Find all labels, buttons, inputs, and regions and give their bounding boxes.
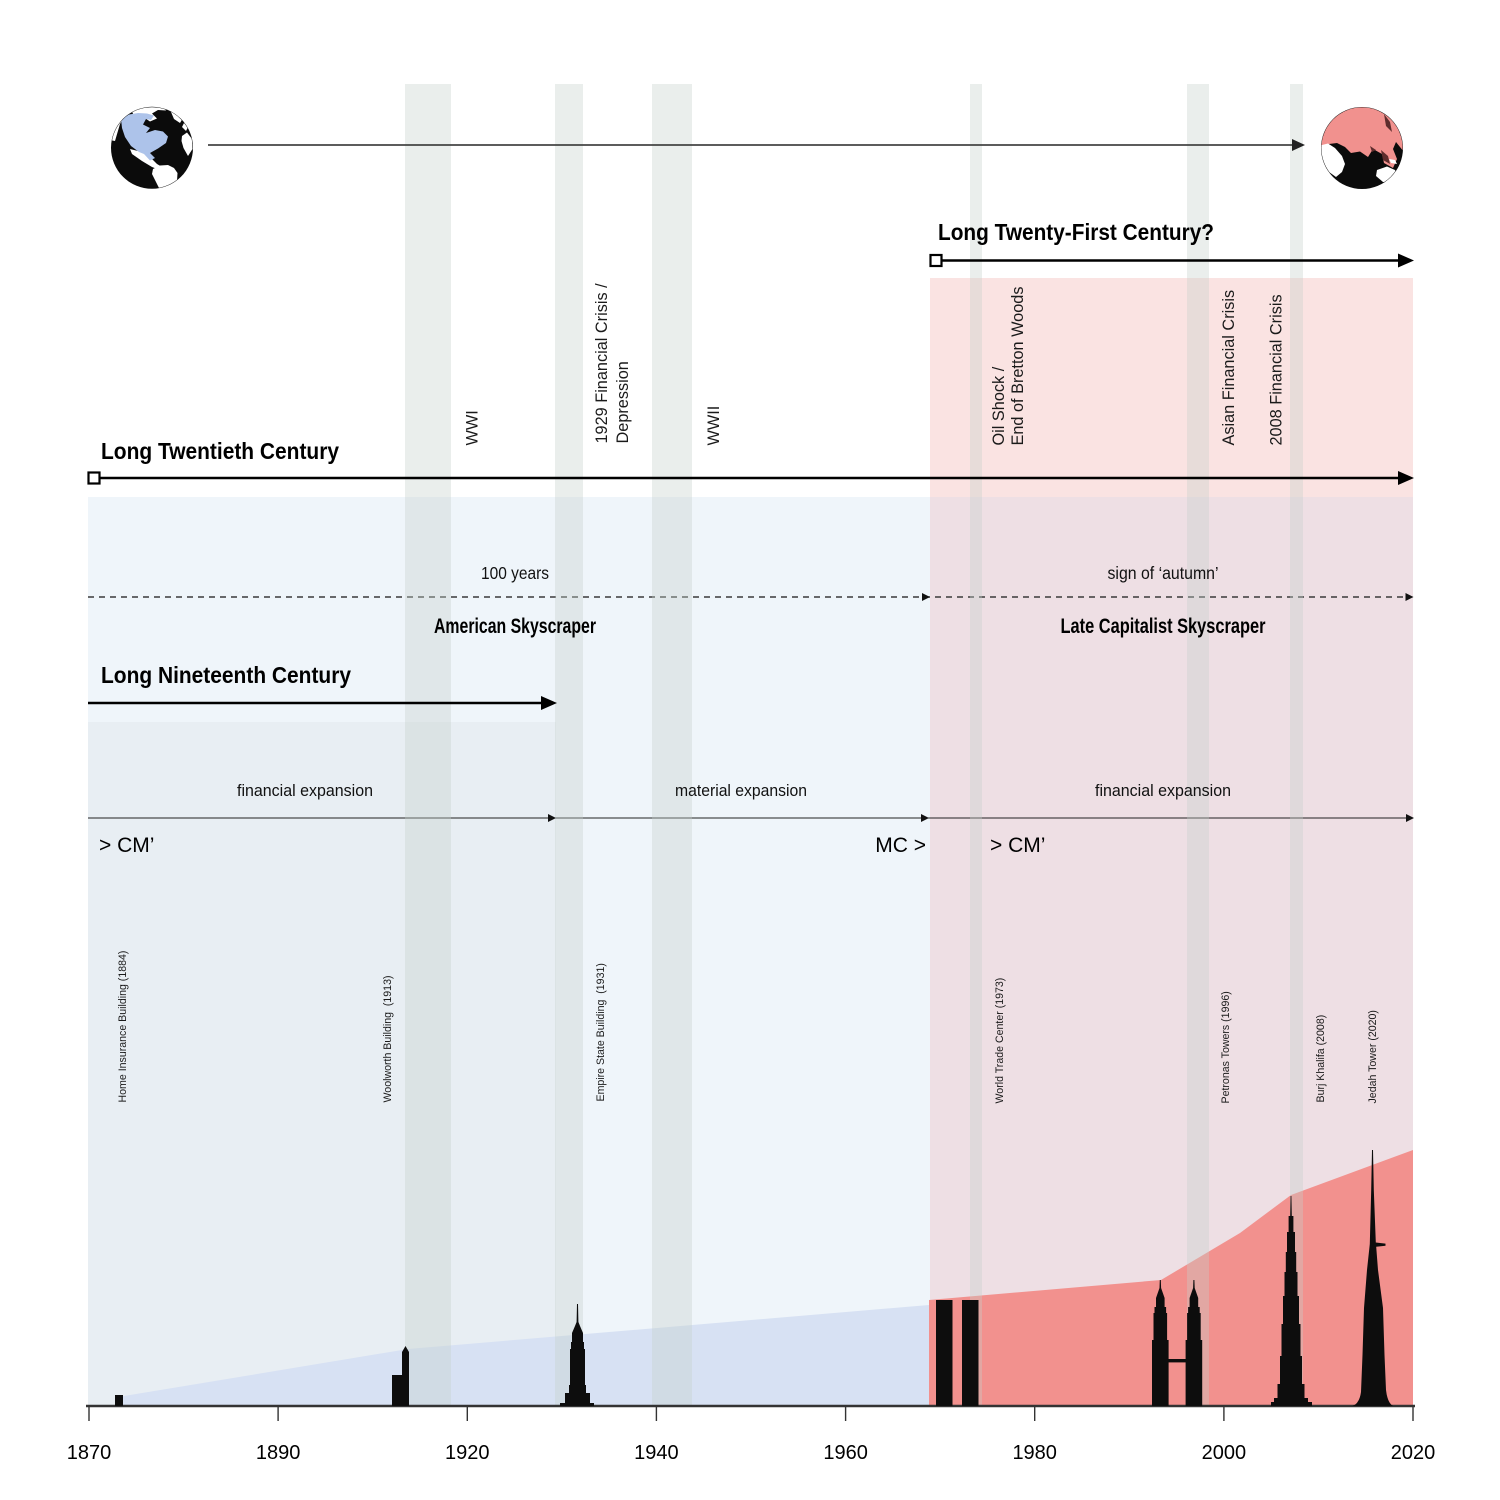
svg-text:> CM’: > CM’ <box>99 834 154 857</box>
svg-text:1929 Financial Crisis /: 1929 Financial Crisis / <box>593 283 611 444</box>
svg-text:Petronas Towers (1996): Petronas Towers (1996) <box>1220 991 1232 1103</box>
svg-text:Long Nineteenth Century: Long Nineteenth Century <box>101 662 351 688</box>
svg-text:WWI: WWI <box>464 410 482 445</box>
svg-text:1980: 1980 <box>1012 1442 1057 1464</box>
svg-text:Long Twenty-First Century?: Long Twenty-First Century? <box>938 219 1214 245</box>
svg-text:1890: 1890 <box>256 1442 301 1464</box>
svg-text:Empire State Building (1931): Empire State Building (1931) <box>595 963 607 1101</box>
svg-text:American Skyscraper: American Skyscraper <box>434 615 596 638</box>
svg-text:Late Capitalist Skyscraper: Late Capitalist Skyscraper <box>1061 615 1266 638</box>
svg-text:Oil Shock /: Oil Shock / <box>990 366 1008 445</box>
svg-text:1870: 1870 <box>67 1442 112 1464</box>
svg-text:2020: 2020 <box>1391 1442 1436 1464</box>
svg-text:2000: 2000 <box>1202 1442 1247 1464</box>
svg-text:Woolworth Building (1913): Woolworth Building (1913) <box>382 976 394 1103</box>
svg-text:1940: 1940 <box>634 1442 679 1464</box>
svg-text:financial expansion: financial expansion <box>237 782 373 800</box>
svg-text:World Trade Center (1973): World Trade Center (1973) <box>994 978 1006 1104</box>
svg-text:2008 Financial Crisis: 2008 Financial Crisis <box>1268 294 1286 445</box>
svg-text:MC >: MC > <box>875 834 926 857</box>
svg-text:Jedah Tower (2020): Jedah Tower (2020) <box>1367 1010 1379 1103</box>
svg-text:sign of ‘autumn’: sign of ‘autumn’ <box>1108 563 1219 583</box>
svg-text:Depression: Depression <box>614 361 632 443</box>
svg-text:Burj Khalifa (2008): Burj Khalifa (2008) <box>1315 1015 1327 1103</box>
svg-text:End of Bretton Woods: End of Bretton Woods <box>1009 287 1027 446</box>
svg-text:financial expansion: financial expansion <box>1095 782 1231 800</box>
svg-text:Asian Financial Crisis: Asian Financial Crisis <box>1220 290 1238 446</box>
svg-text:Home Insurance Building (1884): Home Insurance Building (1884) <box>117 951 129 1103</box>
svg-text:WWII: WWII <box>705 406 723 446</box>
svg-text:100 years: 100 years <box>481 563 549 583</box>
svg-text:1920: 1920 <box>445 1442 490 1464</box>
svg-text:1960: 1960 <box>823 1442 868 1464</box>
svg-text:> CM’: > CM’ <box>990 834 1045 857</box>
svg-text:material expansion: material expansion <box>675 782 807 800</box>
svg-text:Long Twentieth Century: Long Twentieth Century <box>101 438 339 464</box>
